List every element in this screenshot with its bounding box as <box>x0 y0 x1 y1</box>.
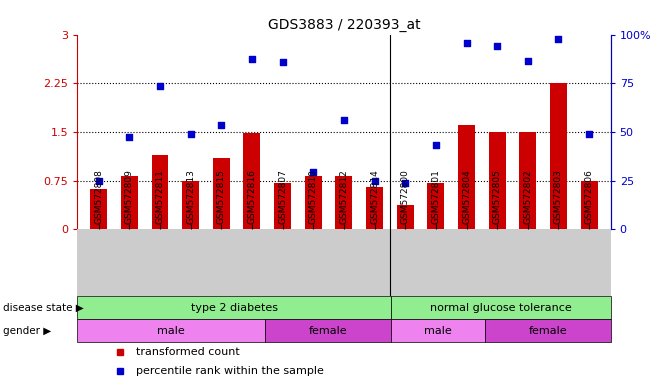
Text: female: female <box>529 326 567 336</box>
Bar <box>391 319 485 343</box>
Point <box>553 36 564 42</box>
Bar <box>458 126 475 229</box>
Bar <box>519 132 536 229</box>
Bar <box>274 182 291 229</box>
Text: male: male <box>424 326 452 336</box>
Point <box>154 83 165 89</box>
Bar <box>485 319 611 343</box>
Point <box>461 40 472 46</box>
Text: male: male <box>158 326 185 336</box>
Point <box>308 169 319 175</box>
Bar <box>366 187 383 229</box>
Point <box>124 134 135 140</box>
Bar <box>90 189 107 229</box>
Bar <box>580 180 598 229</box>
Bar <box>213 158 229 229</box>
Bar <box>305 176 321 229</box>
Bar <box>427 182 444 229</box>
Text: disease state ▶: disease state ▶ <box>3 303 84 313</box>
Bar <box>266 319 391 343</box>
Text: type 2 diabetes: type 2 diabetes <box>191 303 278 313</box>
Text: gender ▶: gender ▶ <box>3 326 52 336</box>
Bar <box>244 133 260 229</box>
Bar <box>336 176 352 229</box>
Bar <box>391 296 611 319</box>
Bar <box>397 205 413 229</box>
Bar <box>77 296 391 319</box>
Text: normal glucose tolerance: normal glucose tolerance <box>430 303 572 313</box>
Point <box>93 177 104 184</box>
Text: percentile rank within the sample: percentile rank within the sample <box>136 366 323 376</box>
Bar <box>550 83 567 229</box>
Point <box>584 131 595 137</box>
Text: transformed count: transformed count <box>136 347 240 357</box>
Bar <box>77 319 266 343</box>
Point <box>339 117 350 123</box>
Point <box>400 179 411 185</box>
Point <box>431 142 442 148</box>
Point <box>277 59 288 65</box>
Point <box>246 56 257 62</box>
Bar <box>121 176 138 229</box>
Point <box>523 58 533 64</box>
Text: female: female <box>309 326 348 336</box>
Point <box>216 122 227 129</box>
Bar <box>488 132 506 229</box>
Point <box>492 43 503 49</box>
Point <box>185 131 196 137</box>
Point <box>369 177 380 184</box>
Bar <box>152 155 168 229</box>
Bar <box>182 180 199 229</box>
Title: GDS3883 / 220393_at: GDS3883 / 220393_at <box>268 18 420 32</box>
